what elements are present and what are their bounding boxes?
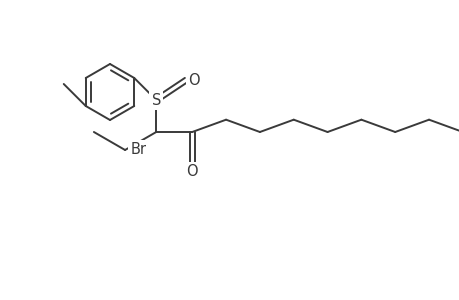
Text: O: O [188,73,200,88]
Text: O: O [186,164,198,179]
Text: S: S [151,92,161,107]
Text: Br: Br [130,142,146,158]
